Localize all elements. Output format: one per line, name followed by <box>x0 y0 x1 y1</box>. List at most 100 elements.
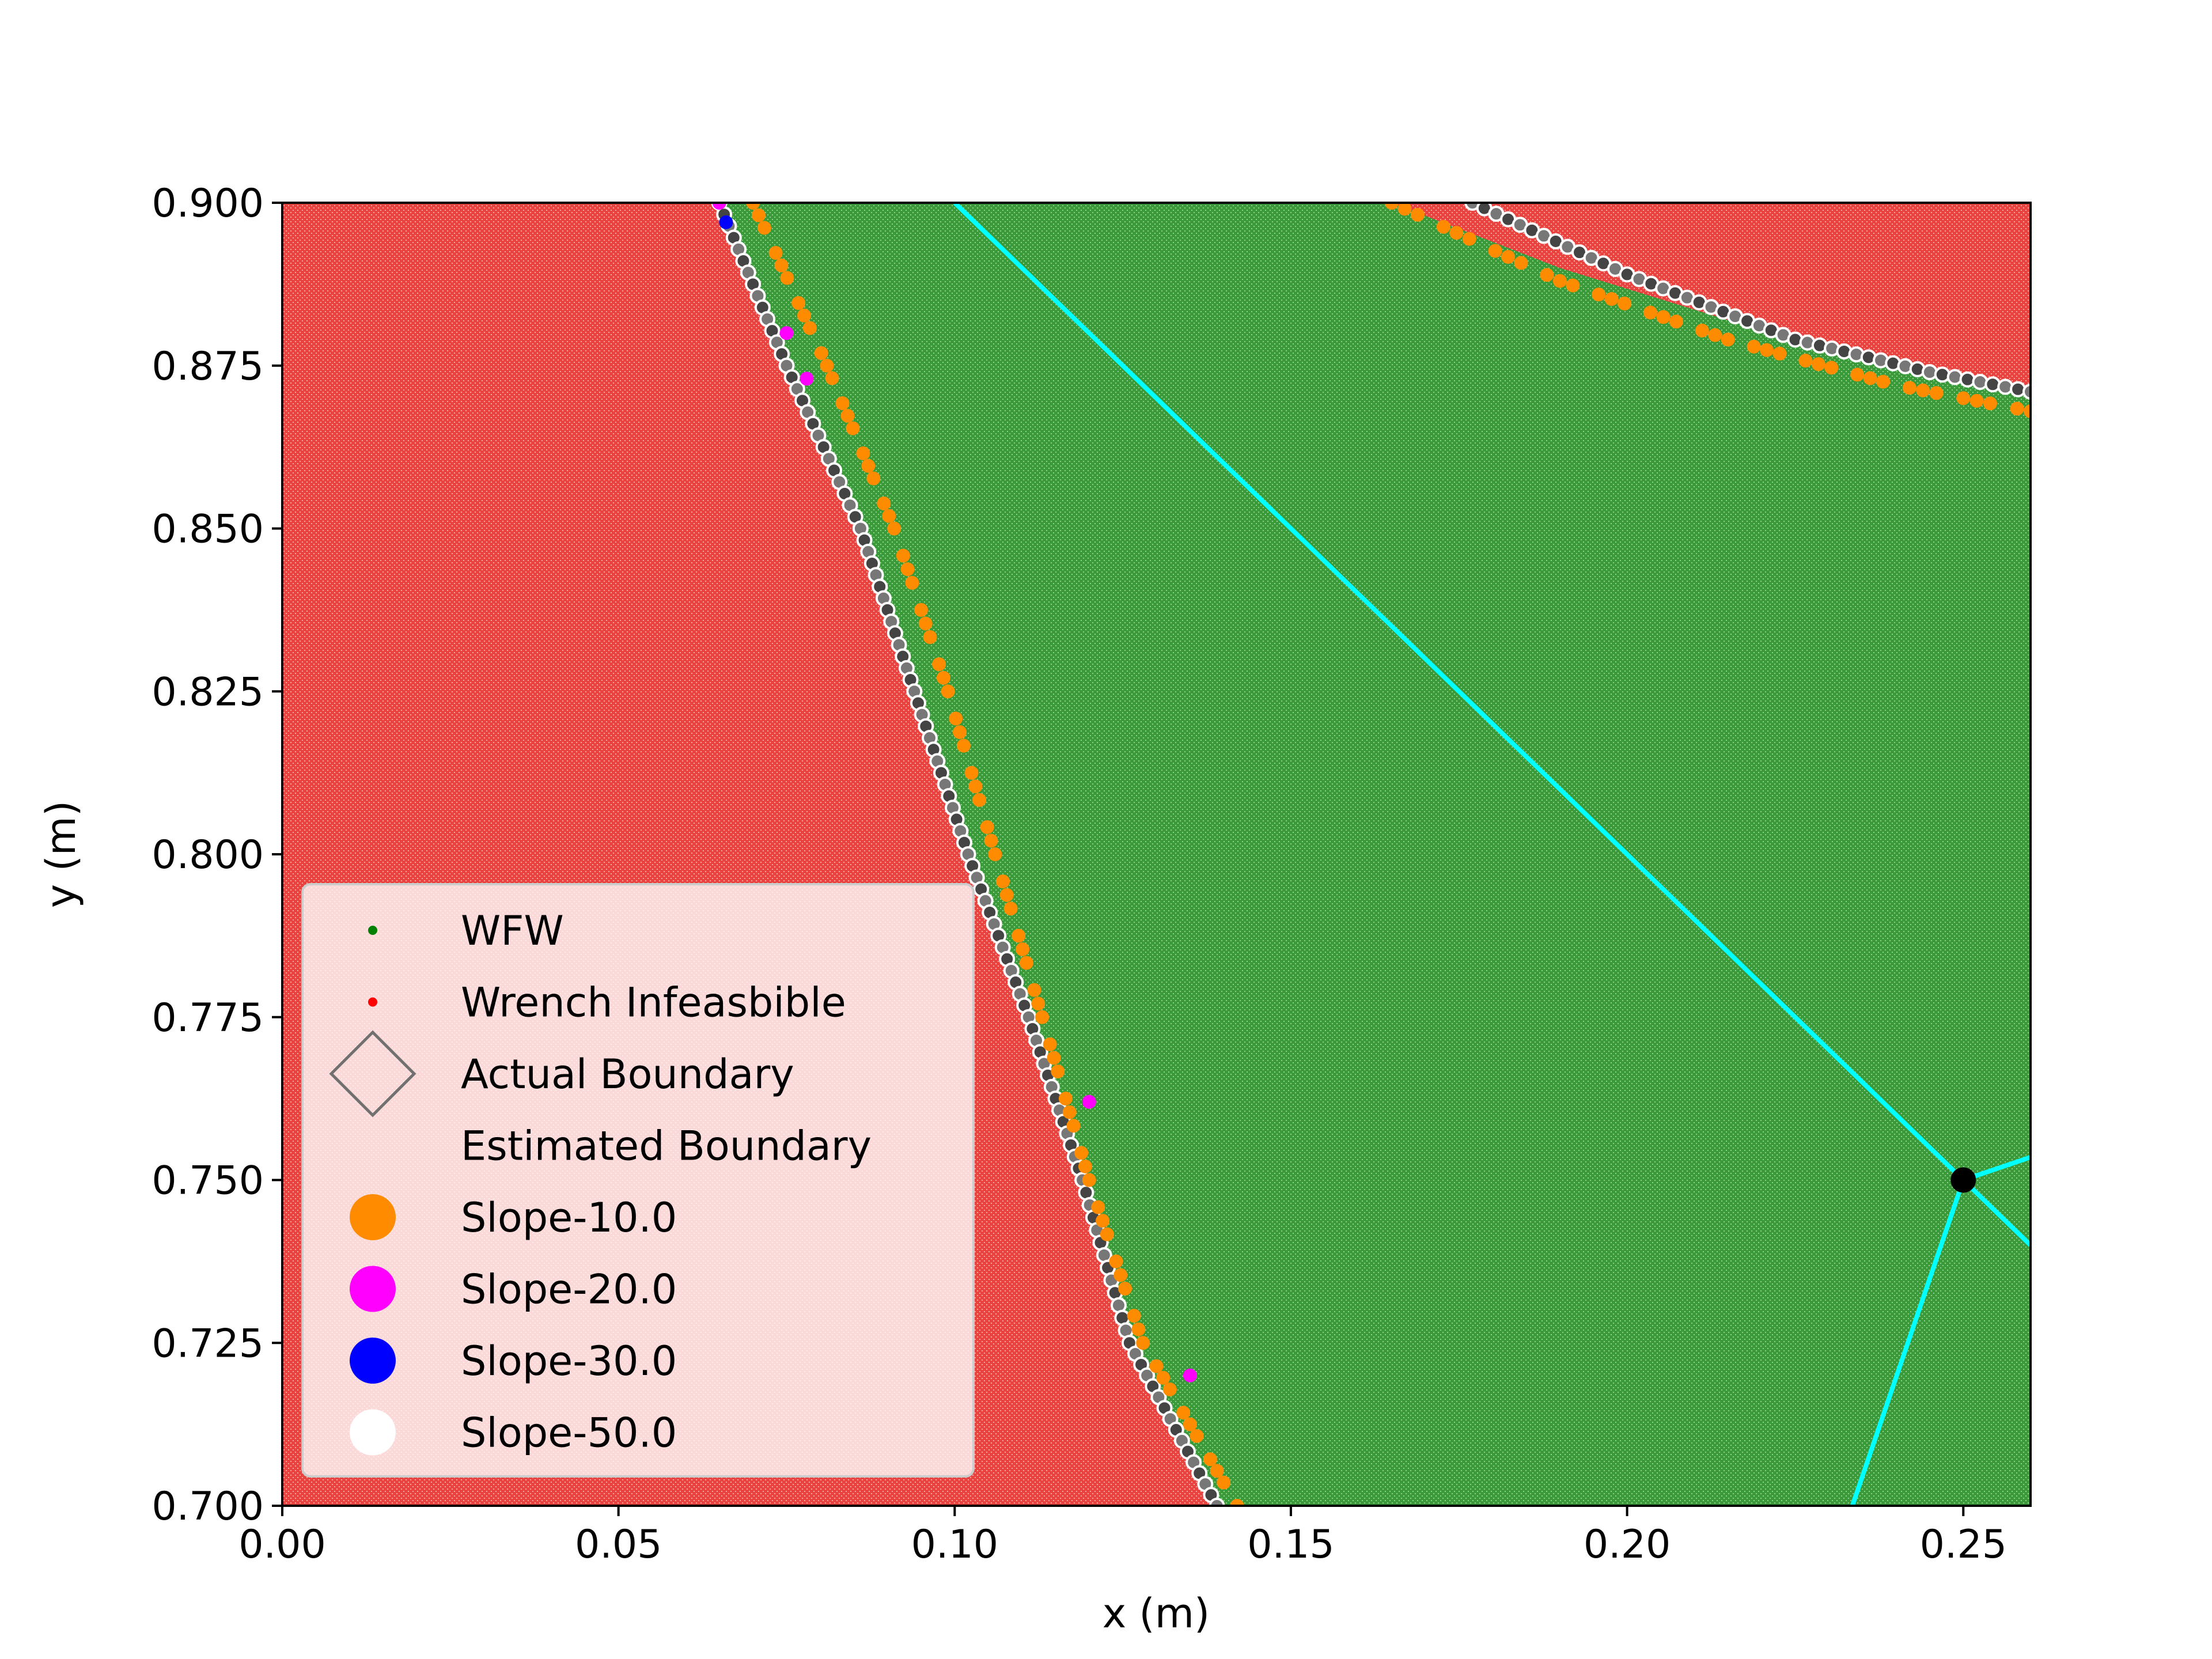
x-tick-label: 0.05 <box>575 1522 662 1567</box>
slope-10-point <box>918 616 933 631</box>
slope-10-point <box>1721 332 1735 347</box>
slope-10-point <box>1027 983 1041 997</box>
slope-10-point <box>1003 902 1018 916</box>
slope-10-point <box>941 684 955 699</box>
slope-10-point <box>1118 1282 1132 1296</box>
slope-10-point <box>887 521 902 536</box>
slope-10-point <box>1058 1092 1073 1106</box>
legend-entry: Wrench Infeasbible <box>368 979 846 1027</box>
slope-10-point <box>1131 1322 1146 1336</box>
slope-10-point <box>882 509 896 523</box>
x-tick-label: 0.25 <box>1920 1522 2007 1567</box>
legend-entry: Slope-30.0 <box>350 1338 677 1385</box>
slope-10-point <box>1501 249 1516 264</box>
legend-marker <box>329 1030 416 1118</box>
slope-10-point <box>1397 203 1412 216</box>
slope-10-point <box>861 459 876 473</box>
slope-10-point <box>995 874 1010 889</box>
slope-10-point <box>1136 1336 1150 1350</box>
legend-label: Slope-10.0 <box>461 1194 677 1241</box>
legend-label: Slope-30.0 <box>461 1338 677 1385</box>
x-tick-label: 0.15 <box>1247 1522 1334 1567</box>
x-tick-label: 0.00 <box>238 1522 325 1567</box>
slope-10-point <box>953 725 967 739</box>
slope-10-point <box>1618 296 1632 310</box>
actual-boundary-point <box>1984 376 2001 393</box>
slope-10-point <box>1183 1417 1197 1431</box>
slope-10-point <box>1850 368 1865 382</box>
slope-10-point <box>972 793 987 807</box>
slope-10-point <box>1604 292 1619 306</box>
legend-marker <box>350 1409 396 1456</box>
slope-10-point <box>1410 207 1425 222</box>
y-tick-label: 0.725 <box>151 1321 264 1366</box>
actual-boundary-point <box>1946 369 1963 385</box>
slope-10-point <box>1149 1359 1164 1373</box>
actual-boundary-point <box>1209 1498 1225 1506</box>
actual-boundary-point <box>2022 383 2031 400</box>
legend-label: WFW <box>461 907 564 955</box>
x-tick-label: 0.10 <box>911 1522 998 1567</box>
slope-10-point <box>1462 232 1476 246</box>
slope-10-point <box>866 471 881 486</box>
slope-10-point <box>1695 323 1709 338</box>
legend: WFW Wrench Infeasbible Actual Boundary Esti… <box>301 883 975 1478</box>
slope-10-point <box>846 421 860 435</box>
x-axis: 0.00 0.05 0.10 0.15 0.20 0.25 <box>238 1506 2007 1567</box>
slope-10-point <box>923 630 937 644</box>
slope-10-point <box>1643 305 1658 320</box>
slope-10-point <box>1436 219 1450 234</box>
slope-10-point <box>825 371 839 385</box>
slope-30-point <box>719 215 733 229</box>
slope-10-point <box>988 847 1002 861</box>
actual-boundary-point <box>1997 378 2014 395</box>
slope-10-point <box>914 603 928 617</box>
slope-10-point <box>1385 203 1399 210</box>
slope-10-point <box>1156 1370 1171 1385</box>
slope-10-point <box>757 221 771 235</box>
slope-10-point <box>1798 354 1813 368</box>
y-axis: 0.700 0.725 0.750 0.775 0.800 0.825 0.850 0.875… <box>151 181 282 1529</box>
actual-boundary-point <box>1934 366 1950 383</box>
slope-10-point <box>1902 381 1916 395</box>
y-tick-label: 0.750 <box>151 1158 264 1204</box>
slope-20-point <box>1082 1094 1096 1109</box>
slope-10-point <box>768 246 783 260</box>
legend-marker <box>350 1266 396 1312</box>
legend-marker <box>350 1338 396 1384</box>
y-tick-label: 0.700 <box>151 1484 264 1529</box>
actual-boundary-point <box>1464 203 1481 211</box>
slope-10-point <box>1488 244 1502 258</box>
actual-boundary-point <box>1921 364 1938 381</box>
legend-entry: WFW <box>368 907 564 955</box>
slope-10-point <box>1162 1382 1177 1397</box>
slope-10-point <box>780 271 794 285</box>
slope-10-point <box>1566 278 1580 293</box>
legend-label: Slope-50.0 <box>461 1410 677 1457</box>
slope-10-point <box>980 820 994 834</box>
slope-20-point <box>800 372 814 386</box>
slope-10-point <box>905 575 919 590</box>
slope-10-point <box>1066 1119 1081 1133</box>
legend-entry: Estimated Boundary <box>461 1123 872 1170</box>
slope-10-point <box>856 446 870 460</box>
slope-10-point <box>1863 371 1877 385</box>
slope-20-point <box>712 203 726 210</box>
slope-10-point <box>1669 315 1683 329</box>
slope-10-point <box>1016 942 1030 956</box>
slope-10-point <box>835 396 850 410</box>
feasible-region <box>719 203 2031 1506</box>
slope-20-point <box>1183 1368 1197 1382</box>
slope-10-point <box>877 497 891 510</box>
slope-10-point <box>797 308 812 323</box>
legend-label: Slope-20.0 <box>461 1266 677 1313</box>
legend-box <box>301 883 975 1478</box>
x-axis-label: x (m) <box>1103 1590 1210 1637</box>
legend-entries: WFW Wrench Infeasbible Actual Boundary Esti… <box>329 907 872 1457</box>
slope-10-point <box>1969 393 1984 408</box>
slope-10-point <box>746 203 760 210</box>
legend-entry: Slope-50.0 <box>350 1409 677 1457</box>
slope-10-point <box>896 548 910 563</box>
slope-10-point <box>1043 1037 1057 1051</box>
